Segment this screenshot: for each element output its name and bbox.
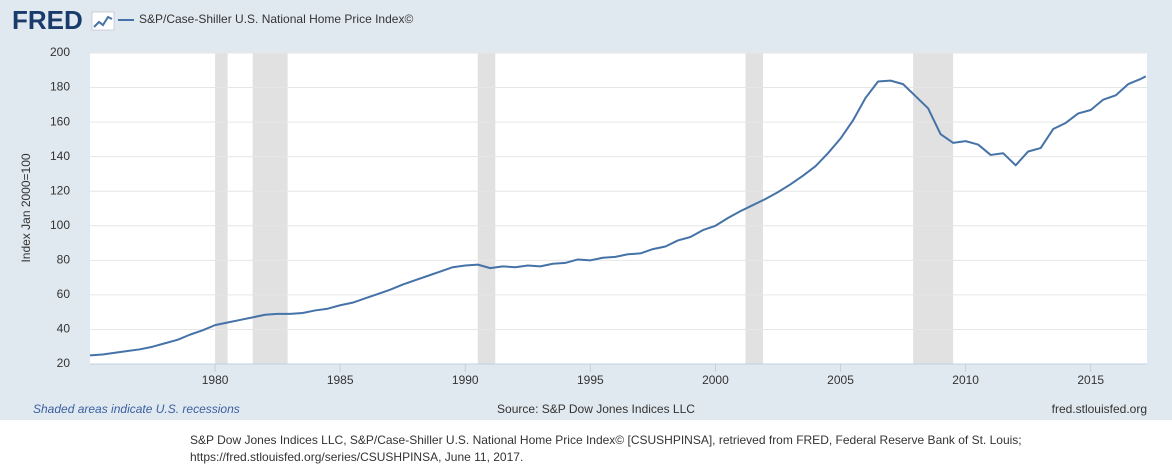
- x-tick-label: 2005: [827, 373, 854, 387]
- y-axis-label: Index Jan 2000=100: [19, 153, 33, 262]
- y-tick-label: 160: [50, 114, 70, 128]
- series-line: [89, 75, 1147, 357]
- y-tick-label: 80: [57, 253, 71, 267]
- logo: FRED: [12, 5, 83, 35]
- recession-band: [913, 53, 954, 364]
- x-tick-label: 1980: [202, 373, 229, 387]
- recession-band: [215, 53, 228, 364]
- legend-label: S&P/Case-Shiller U.S. National Home Pric…: [139, 12, 413, 26]
- y-tick-label: 140: [50, 149, 70, 163]
- citation-line: S&P Dow Jones Indices LLC, S&P/Case-Shil…: [190, 433, 1022, 447]
- citation-line: https://fred.stlouisfed.org/series/CSUSH…: [190, 450, 523, 464]
- y-tick-label: 20: [57, 356, 71, 370]
- recession-band: [252, 53, 288, 364]
- recession-band: [745, 53, 763, 364]
- x-tick-label: 2010: [952, 373, 979, 387]
- x-tick-label: 1990: [452, 373, 479, 387]
- y-tick-label: 40: [57, 322, 71, 336]
- x-tick-label: 1985: [327, 373, 354, 387]
- y-tick-label: 200: [50, 45, 70, 59]
- logo-icon: [91, 11, 115, 31]
- url: fred.stlouisfed.org: [1052, 402, 1147, 416]
- x-tick-label: 2000: [702, 373, 729, 387]
- y-tick-label: 120: [50, 183, 70, 197]
- y-tick-label: 60: [57, 287, 71, 301]
- y-tick-label: 100: [50, 218, 70, 232]
- x-tick-label: 1995: [577, 373, 604, 387]
- recession-note: Shaded areas indicate U.S. recessions: [33, 402, 240, 416]
- source: Source: S&P Dow Jones Indices LLC: [497, 402, 695, 416]
- y-tick-label: 180: [50, 80, 70, 94]
- x-tick-label: 2015: [1077, 373, 1104, 387]
- recession-band: [477, 53, 496, 364]
